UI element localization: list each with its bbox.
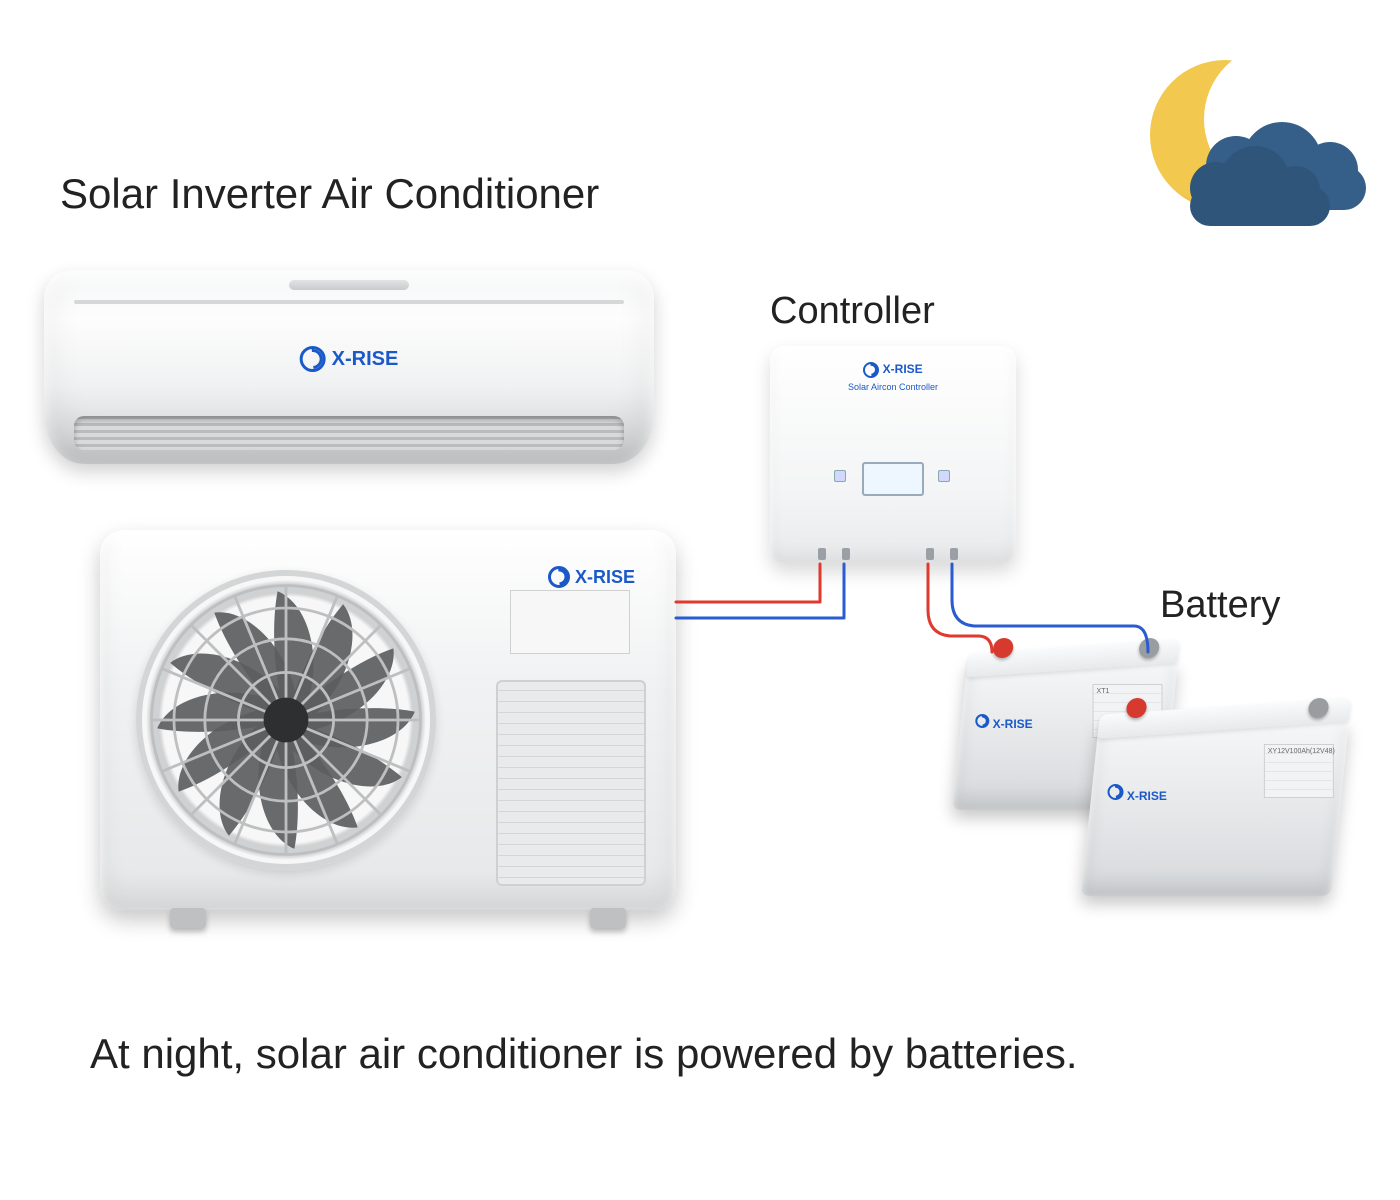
diagram-canvas: Solar Inverter Air Conditioner Controlle… xyxy=(0,0,1400,1200)
wiring-diagram xyxy=(0,0,1400,1200)
